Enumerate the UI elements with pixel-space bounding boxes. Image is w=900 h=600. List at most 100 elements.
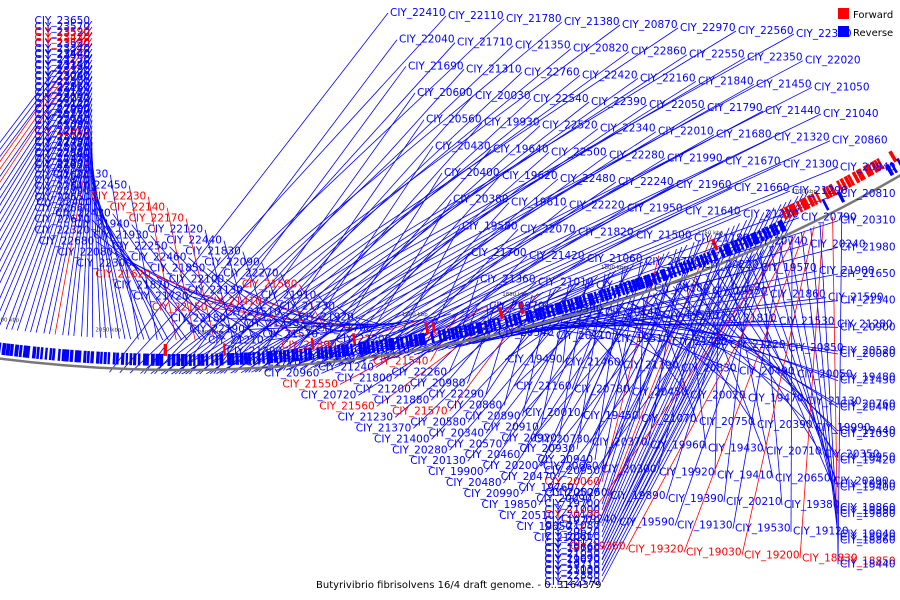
gene-label: CIY_21710 bbox=[457, 37, 513, 49]
reverse-gene-block bbox=[155, 354, 159, 366]
reverse-gene-block bbox=[69, 350, 73, 362]
reverse-gene-block bbox=[116, 353, 119, 365]
gene-label: CIY_20310 bbox=[840, 215, 896, 227]
gene-label: CIY_20650 bbox=[775, 472, 831, 484]
reverse-gene-block bbox=[176, 354, 180, 366]
reverse-gene-block bbox=[0, 342, 1, 354]
tick-label: 1900 kbp bbox=[402, 312, 428, 318]
reverse-gene-block bbox=[125, 353, 128, 365]
gene-label: CIY_21220 bbox=[730, 339, 786, 351]
gene-label: CIY_19540 bbox=[663, 309, 719, 321]
gene-label: CIY_21660 bbox=[734, 182, 790, 194]
gene-label: CIY_20810 bbox=[840, 188, 896, 200]
gene-label: CIY_22240 bbox=[618, 176, 674, 188]
reverse-gene-block bbox=[896, 158, 900, 170]
gene-label: CIY_22970 bbox=[680, 22, 736, 34]
gene-label: CIY_21190 bbox=[623, 360, 679, 372]
legend: Forward Reverse bbox=[838, 8, 893, 39]
gene-label: CIY_22420 bbox=[582, 69, 638, 81]
reverse-gene-block bbox=[103, 352, 107, 364]
gene-label: CIY_19960 bbox=[650, 440, 706, 452]
gene-label: CIY_20450 bbox=[632, 386, 688, 398]
gene-label: CIY_20030 bbox=[475, 90, 531, 102]
gene-label: CIY_22010 bbox=[658, 126, 714, 138]
gene-label: CIY_21310 bbox=[466, 63, 522, 75]
reverse-gene-block bbox=[44, 348, 47, 360]
gene-label: CIY_22540 bbox=[533, 93, 589, 105]
gene-label: CIY_20220 bbox=[703, 259, 759, 271]
gene-label: CIY_20750 bbox=[699, 416, 755, 428]
gene-label: CIY_20430 bbox=[435, 140, 491, 152]
reverse-gene-block bbox=[189, 354, 192, 366]
gene-label: CIY_20300 bbox=[601, 463, 657, 475]
gene-label: CIY_21990 bbox=[667, 152, 723, 164]
gene-label: CIY_19450 bbox=[583, 410, 639, 422]
gene-label: CIY_19890 bbox=[610, 490, 666, 502]
gene-label: CIY_21340 bbox=[840, 295, 896, 307]
reverse-gene-block bbox=[90, 351, 94, 363]
gene-label: CIY_21530 bbox=[779, 315, 835, 327]
gene-label: CIY_20640 bbox=[596, 280, 652, 292]
gene-label: CIY_21640 bbox=[685, 206, 741, 218]
gene-label: CIY_20380 bbox=[453, 194, 509, 206]
gene-label: CIY_21010 bbox=[538, 277, 594, 289]
reverse-gene-block bbox=[96, 352, 100, 364]
gene-label: CIY_21700 bbox=[471, 247, 527, 259]
reverse-gene-block bbox=[201, 354, 205, 366]
reverse-gene-block bbox=[197, 354, 201, 366]
reverse-gene-block bbox=[100, 352, 103, 364]
reverse-gene-block bbox=[206, 354, 209, 366]
gene-label: CIY_19130 bbox=[677, 520, 733, 532]
gene-label: CIY_21160 bbox=[516, 380, 572, 392]
gene-label: CIY_22500 bbox=[551, 146, 607, 158]
reverse-gene-block bbox=[36, 347, 40, 359]
gene-label: CIY_21860 bbox=[770, 289, 826, 301]
gene-label: CIY_21690 bbox=[408, 60, 464, 72]
reverse-gene-block bbox=[219, 353, 223, 365]
gene-label: CIY_22020 bbox=[805, 55, 861, 67]
gene-label: CIY_21670 bbox=[725, 155, 781, 167]
gene-label: CIY_21650 bbox=[840, 268, 896, 280]
gene-label: CIY_19640 bbox=[493, 143, 549, 155]
tick-label: 1850 kbp bbox=[502, 292, 528, 298]
reverse-gene-block bbox=[159, 354, 163, 366]
gene-label: CIY_20870 bbox=[622, 19, 678, 31]
reverse-gene-block bbox=[138, 353, 141, 365]
gene-label: CIY_19420 bbox=[840, 455, 896, 467]
gene-label: CIY_21450 bbox=[756, 78, 812, 90]
gene-label: CIY_20180 bbox=[654, 283, 710, 295]
reverse-gene-block bbox=[133, 353, 137, 365]
legend-reverse-swatch bbox=[838, 26, 849, 37]
gene-label: CIY_20010 bbox=[525, 407, 581, 419]
tick-label: 2100 kbp bbox=[0, 318, 20, 324]
gene-label: CIY_20020 bbox=[690, 389, 746, 401]
reverse-gene-block bbox=[40, 347, 44, 359]
gene-label: CIY_20490 bbox=[739, 366, 795, 378]
reverse-gene-block bbox=[185, 354, 188, 366]
gene-label: CIY_21030 bbox=[840, 428, 896, 440]
gene-label: CIY_20740 bbox=[752, 235, 808, 247]
gene-label: CIY_21810 bbox=[721, 312, 777, 324]
gene-label: CIY_21820 bbox=[578, 226, 634, 238]
reverse-gene-block bbox=[87, 351, 90, 363]
gene-label: CIY_20560 bbox=[426, 114, 482, 126]
gene-label: CIY_21790 bbox=[707, 102, 763, 114]
gene-label: CIY_20370 bbox=[592, 437, 648, 449]
gene-label: CIY_21050 bbox=[814, 81, 870, 93]
gene-label: CIY_19400 bbox=[840, 481, 896, 493]
gene-label: CIY_22350 bbox=[747, 52, 803, 64]
tick-label: 1800 kbp bbox=[601, 265, 627, 271]
gene-label: CIY_20840 bbox=[840, 161, 896, 173]
gene-label: CIY_21440 bbox=[765, 105, 821, 117]
gene-label: CIY_20830 bbox=[681, 363, 737, 375]
genome-map: 2100 kbp2050 kbp2000 kbp1950 kbp1900 kbp… bbox=[0, 0, 900, 600]
gene-label: CIY_19380 bbox=[784, 499, 840, 511]
gene-label: CIY_19360 bbox=[570, 540, 626, 552]
gene-label: CIY_18440 bbox=[840, 558, 896, 570]
gene-label: CIY_20140 bbox=[605, 306, 661, 318]
gene-label: CIY_19410 bbox=[717, 469, 773, 481]
gene-label: CIY_20400 bbox=[444, 167, 500, 179]
gene-label: CIY_22410 bbox=[390, 7, 446, 19]
gene-label: CIY_21480 bbox=[672, 336, 728, 348]
gene-label: CIY_19920 bbox=[659, 466, 715, 478]
